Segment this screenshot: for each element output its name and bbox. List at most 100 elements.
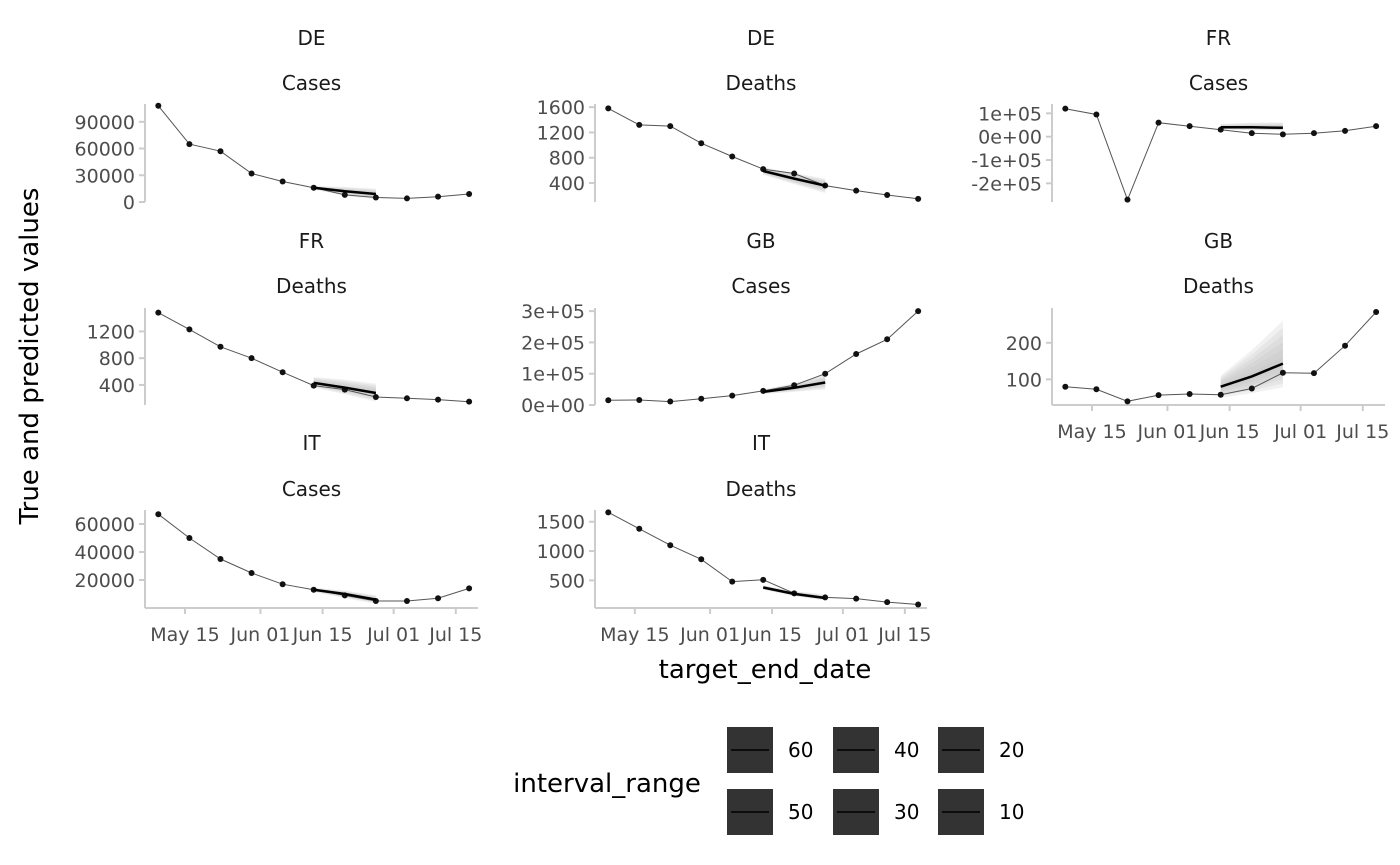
legend-label: 10 (999, 800, 1024, 824)
truth-point (1217, 391, 1224, 398)
y-tick-label: 2e+05 (521, 332, 585, 354)
truth-point (341, 191, 348, 198)
truth-point (605, 509, 612, 516)
x-tick-label: May 15 (150, 624, 220, 646)
truth-point (884, 192, 891, 199)
x-axis-title: target_end_date (659, 655, 872, 685)
strip-target: Cases (1189, 71, 1248, 95)
truth-point (1186, 391, 1193, 398)
x-tick-label: Jun 15 (741, 624, 802, 646)
truth-point (1248, 385, 1255, 392)
forecast-median-line (763, 381, 826, 394)
truth-point (1373, 309, 1380, 316)
strip-target: Deaths (276, 274, 347, 298)
y-tick-label: 100 (1006, 369, 1042, 391)
truth-point (1155, 119, 1162, 126)
y-tick-label: 0 (123, 192, 135, 214)
truth-point (186, 141, 193, 148)
legend-item-40: 40 (833, 727, 919, 773)
strip-target: Deaths (726, 71, 797, 95)
truth-point (279, 369, 286, 376)
truth-point (466, 398, 473, 405)
y-tick-label: 800 (99, 348, 135, 370)
legend-label: 40 (894, 738, 919, 762)
forecast-median-line (1220, 126, 1283, 130)
forecast-interval-band (1220, 320, 1283, 398)
y-tick-label: 0e+00 (978, 127, 1042, 149)
y-tick-label: 1200 (87, 321, 135, 343)
y-tick-label: 20000 (75, 570, 135, 592)
y-tick-label: 500 (549, 570, 585, 592)
forecast-median-line (762, 586, 826, 600)
truth-point (435, 396, 442, 403)
legend-label: 60 (788, 738, 813, 762)
x-tick-label: Jul 01 (366, 624, 420, 646)
panel-gb-deaths: GB Deaths 100 200 May 15 Jun 01 Jun 15 Jul 01 Ju… (1006, 229, 1390, 443)
truth-point (1124, 196, 1131, 203)
truth-point (791, 170, 798, 177)
truth-point (403, 195, 410, 202)
strip-location: FR (299, 229, 325, 253)
truth-point (667, 542, 674, 549)
x-tick-label: Jun 01 (1136, 421, 1197, 443)
truth-point (403, 598, 410, 604)
y-tick-label: 3e+05 (521, 301, 585, 323)
y-tick-label: 200 (1006, 333, 1042, 355)
truth-point (729, 153, 736, 160)
forecast-interval-band (1220, 327, 1283, 396)
y-tick-label: 60000 (75, 139, 135, 161)
legend-title: interval_range (513, 769, 701, 799)
truth-point (915, 308, 922, 315)
y-tick-label: -2e+05 (971, 173, 1042, 195)
y-tick-label: 1200 (537, 122, 585, 144)
truth-point (1342, 342, 1349, 349)
y-tick-label: 40000 (75, 542, 135, 564)
y-tick-label: 400 (549, 173, 585, 195)
truth-point (884, 599, 891, 606)
y-tick-label: 30000 (75, 165, 135, 187)
truth-point (435, 193, 442, 200)
truth-point (698, 395, 705, 402)
chart-panels: DE Cases 0 30000 60000 90000 DE Deaths 400 800 120… (75, 26, 1390, 646)
truth-point (155, 309, 162, 316)
truth-point (853, 595, 860, 602)
y-axis-title: True and predicted values (15, 188, 45, 526)
legend-label: 30 (894, 800, 919, 824)
truth-point (605, 397, 612, 404)
truth-point (667, 123, 674, 130)
truth-point (1062, 105, 1069, 112)
truth-point (1373, 123, 1380, 130)
forecast-interval-band (1220, 349, 1283, 391)
x-tick-label: Jun 15 (292, 624, 353, 646)
forecast-median-line (313, 186, 377, 196)
strip-location: IT (752, 431, 771, 455)
y-tick-label: 1600 (537, 97, 585, 119)
x-tick-label: Jun 01 (229, 624, 290, 646)
forecast-interval-band (1220, 335, 1283, 394)
x-tick-label: Jun 15 (1199, 421, 1260, 443)
truth-point (186, 535, 193, 541)
legend-items: 60 40 20 50 30 10 (727, 727, 1024, 835)
x-tick-label: Jun 01 (679, 624, 740, 646)
forecast-median-line (762, 169, 826, 187)
truth-point (636, 121, 643, 128)
truth-point (636, 396, 643, 403)
truth-point (1279, 369, 1286, 376)
forecast-median-line (1220, 362, 1284, 388)
strip-target: Deaths (726, 477, 797, 501)
truth-point (1248, 130, 1255, 137)
legend-item-30: 30 (833, 789, 919, 835)
truth-point (1093, 386, 1100, 393)
truth-point (729, 392, 736, 399)
legend-item-10: 10 (938, 789, 1024, 835)
y-tick-label: 400 (99, 375, 135, 397)
truth-point (186, 326, 193, 333)
truth-point (853, 350, 860, 357)
truth-point (884, 336, 891, 343)
truth-point (279, 581, 286, 588)
truth-point (667, 398, 674, 405)
truth-point (915, 195, 922, 202)
x-tick-label: Jul 15 (428, 624, 482, 646)
truth-point (1310, 370, 1317, 377)
truth-point (217, 148, 224, 155)
